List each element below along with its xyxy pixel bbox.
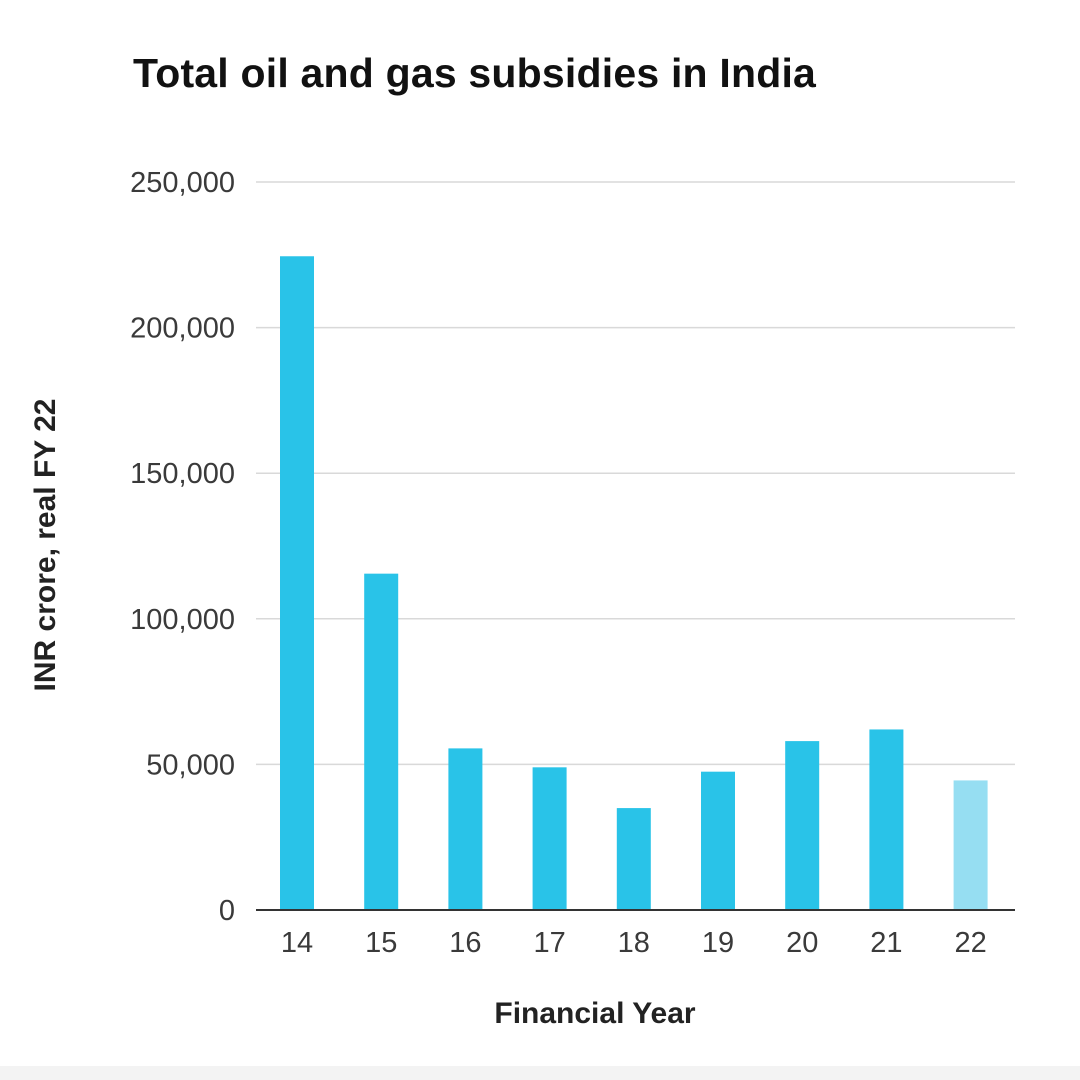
x-tick-label: 17 xyxy=(533,927,565,959)
bar-16 xyxy=(448,748,483,910)
bar-21 xyxy=(869,729,904,910)
y-tick-labels: 0 50,000 100,000 150,000 200,000 250,000 xyxy=(130,167,235,927)
y-axis-title: INR crore, real FY 22 xyxy=(29,399,62,692)
y-tick-label: 0 xyxy=(219,895,235,927)
bar-19 xyxy=(701,771,735,910)
bar-18 xyxy=(616,808,651,910)
bars xyxy=(280,256,988,911)
x-tick-label: 14 xyxy=(281,927,313,959)
x-tick-label: 22 xyxy=(954,927,986,959)
bar-15 xyxy=(364,573,399,910)
x-tick-label: 19 xyxy=(702,927,734,959)
y-tick-label: 100,000 xyxy=(130,604,235,636)
x-tick-label: 15 xyxy=(365,927,397,959)
x-tick-labels: 14 15 16 17 18 19 20 21 22 xyxy=(281,927,987,959)
y-tick-label: 50,000 xyxy=(146,749,235,781)
bar-14 xyxy=(280,256,314,911)
chart-title: Total oil and gas subsidies in India xyxy=(133,50,817,96)
x-tick-label: 20 xyxy=(786,927,818,959)
y-tick-label: 150,000 xyxy=(130,458,235,490)
x-tick-label: 21 xyxy=(870,927,902,959)
bar-20 xyxy=(785,741,820,910)
x-axis-title: Financial Year xyxy=(494,997,696,1030)
bottom-band xyxy=(0,1066,1080,1080)
bar-17 xyxy=(532,767,567,910)
bar-22 xyxy=(953,780,988,910)
x-tick-label: 16 xyxy=(449,927,481,959)
x-tick-label: 18 xyxy=(618,927,650,959)
y-tick-label: 200,000 xyxy=(130,313,235,345)
y-tick-label: 250,000 xyxy=(130,167,235,199)
